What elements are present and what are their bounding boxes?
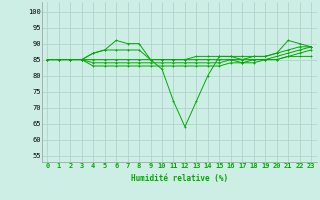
X-axis label: Humidité relative (%): Humidité relative (%) (131, 174, 228, 183)
